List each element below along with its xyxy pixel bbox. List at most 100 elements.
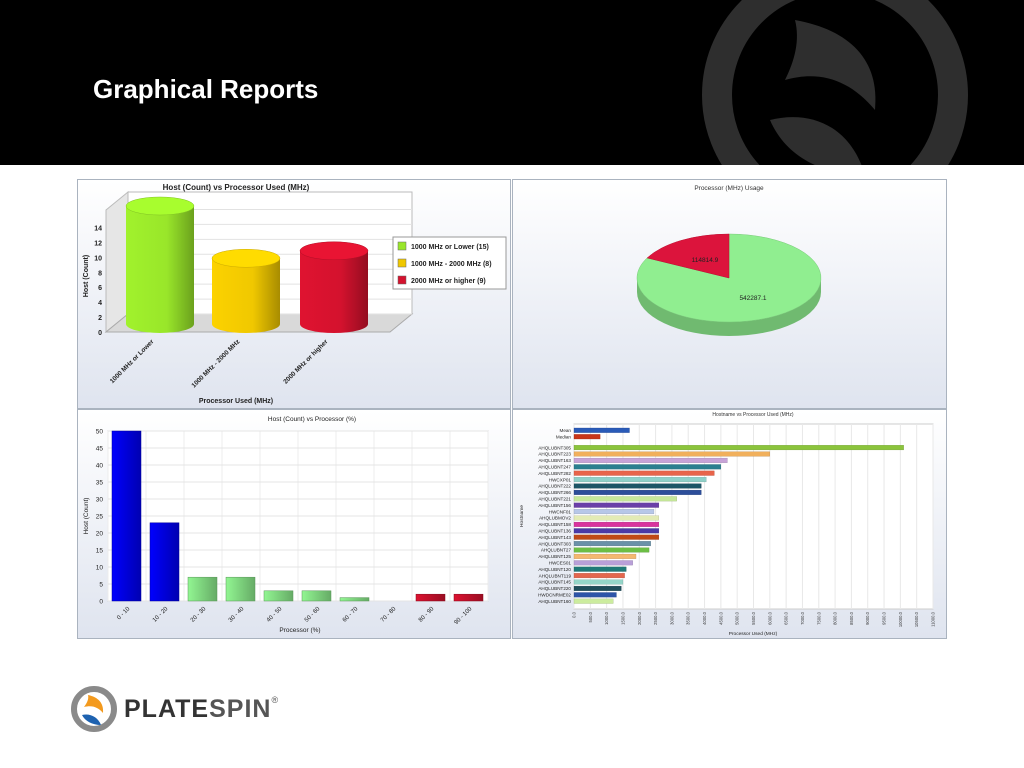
platespin-logo: PLATESPIN® [70, 683, 310, 735]
bar [225, 576, 256, 602]
bar [573, 521, 660, 527]
x-tick-label: 3000.0 [669, 611, 674, 624]
cylinder-bar-chart: Host (Count) vs Processor Used (MHz) 0 2 4 6… [78, 180, 510, 408]
y-tick-label: 8 [98, 270, 102, 277]
brand-name-plate: PLATE [124, 695, 210, 723]
x-tick-label: 5500.0 [751, 611, 756, 624]
y-tick-label: AHQLUBNT266 [538, 490, 571, 495]
bar [573, 579, 624, 585]
x-axis-label: Processor Used (MHz) [729, 631, 778, 637]
legend-label: 1000 MHz or Lower (15) [411, 244, 489, 251]
bar [573, 477, 707, 483]
y-axis-label: Host (Count) [83, 255, 90, 297]
x-tick-label: 11000.0 [931, 611, 936, 626]
y-tick-label: AHQLUBNT160 [538, 599, 571, 604]
y-tick-label: AHQLUBNT120 [538, 567, 571, 572]
bar [187, 576, 218, 602]
y-tick-label: 35 [96, 480, 104, 487]
x-tick-label: 2500.0 [653, 611, 658, 624]
legend-label: 2000 MHz or higher (9) [411, 278, 486, 285]
legend-swatch [397, 275, 407, 285]
x-tick-label: 0.0 [572, 611, 577, 617]
slide-header: Graphical Reports [0, 0, 1024, 165]
x-tick-label: 7000.0 [800, 611, 805, 624]
platespin-watermark-icon [702, 0, 968, 165]
y-tick-label: 50 [96, 429, 104, 436]
x-tick-label: 8500.0 [849, 611, 854, 624]
bar [573, 427, 630, 433]
bar [573, 496, 677, 502]
y-tick-label: AHQLUBNT143 [538, 535, 571, 540]
bar [263, 590, 294, 602]
bar [573, 592, 617, 598]
x-tick-label: 10000.0 [898, 611, 903, 627]
y-tick-label: AHQLUBNT221 [538, 497, 571, 502]
chart-panel-host-vs-mhz: Host (Count) vs Processor Used (MHz) 0 2 4 6… [77, 179, 511, 409]
page-title: Graphical Reports [93, 74, 319, 104]
pie-slice-label: 542287.1 [739, 295, 766, 302]
chart-panel-host-vs-percent: Host (Count) vs Processor (%) 0 5 10 15 20 25 3… [77, 409, 511, 639]
y-tick-label: AHQLUBMOV2 [539, 516, 571, 521]
y-tick-label: 10 [94, 255, 102, 262]
bar [573, 553, 637, 559]
bar [573, 573, 625, 579]
y-tick-label: AHQLUBNT145 [538, 580, 571, 585]
y-tick-label: HWCNF01 [549, 509, 572, 514]
y-tick-label: 0 [99, 599, 103, 606]
brand-wordmark: PLATESPIN® [124, 695, 278, 724]
y-tick-label: 20 [96, 531, 104, 538]
bar [453, 593, 484, 602]
y-tick-label: 40 [96, 463, 104, 470]
y-tick-label: HWCXP01 [549, 477, 572, 482]
chart-panel-hostname-vs-mhz: Hostname vs Processor Used (MHz) 0.0 500.0… [512, 409, 947, 639]
bar [573, 560, 633, 566]
y-tick-label: AHQLUBNT303 [538, 541, 571, 546]
y-tick-label: AHQLUBNT163 [538, 458, 571, 463]
bar [339, 597, 370, 602]
y-tick-label: AHQLUBNT136 [538, 529, 571, 534]
bar [573, 585, 622, 591]
bar [573, 489, 702, 495]
y-tick-label: AHQLUBNT247 [538, 465, 571, 470]
bar-cylinder-top [125, 196, 195, 216]
bar [573, 502, 660, 508]
legend-label: 1000 MHz - 2000 MHz (8) [411, 261, 492, 268]
legend-swatch [397, 241, 407, 251]
y-tick-label: AHQLUBNT119 [539, 573, 572, 578]
chart-title: Hostname vs Processor Used (MHz) [712, 412, 793, 418]
pie-slice-label: 114814.9 [692, 257, 719, 264]
y-axis-label: Host (Count) [83, 498, 90, 535]
y-tick-label: 30 [96, 497, 104, 504]
x-tick-label: 6000.0 [767, 611, 772, 624]
y-tick-label: AHQLUBNT158 [538, 522, 571, 527]
y-tick-label: 5 [99, 582, 103, 589]
bar-cylinder [300, 250, 368, 333]
platespin-logo-icon [71, 686, 117, 732]
pie-chart: Processor (MHz) Usage 542287.1 114814.9 [513, 180, 946, 408]
x-tick-label: 6500.0 [784, 611, 789, 624]
bar [573, 547, 650, 553]
x-tick-label: 4000.0 [702, 611, 707, 624]
x-tick-label: 8000.0 [833, 611, 838, 624]
y-tick-label: 6 [98, 285, 102, 292]
y-tick-label: HWCES01 [549, 561, 572, 566]
y-tick-label: 0 [98, 330, 102, 337]
y-tick-label: HWDCNRME02 [538, 593, 571, 598]
chart-title: Processor (MHz) Usage [694, 185, 764, 192]
x-tick-label: 2000.0 [637, 611, 642, 624]
bar [573, 464, 722, 470]
bar [573, 515, 660, 521]
y-tick-label: 4 [98, 300, 102, 307]
y-axis-label: Hostname [519, 505, 525, 527]
y-tick-label: Mean [560, 428, 572, 433]
bar [573, 509, 655, 515]
y-tick-label: 2 [98, 315, 102, 322]
brand-name-spin: SPIN [209, 695, 272, 723]
bar [573, 434, 601, 440]
bar [573, 566, 627, 572]
x-tick-label: 5000.0 [735, 611, 740, 624]
chart-title: Host (Count) vs Processor Used (MHz) [163, 183, 310, 192]
x-tick-label: 3500.0 [686, 611, 691, 624]
y-tick-label: 25 [96, 514, 104, 521]
hostname-bar-chart: Hostname vs Processor Used (MHz) 0.0 500.0… [513, 410, 946, 638]
